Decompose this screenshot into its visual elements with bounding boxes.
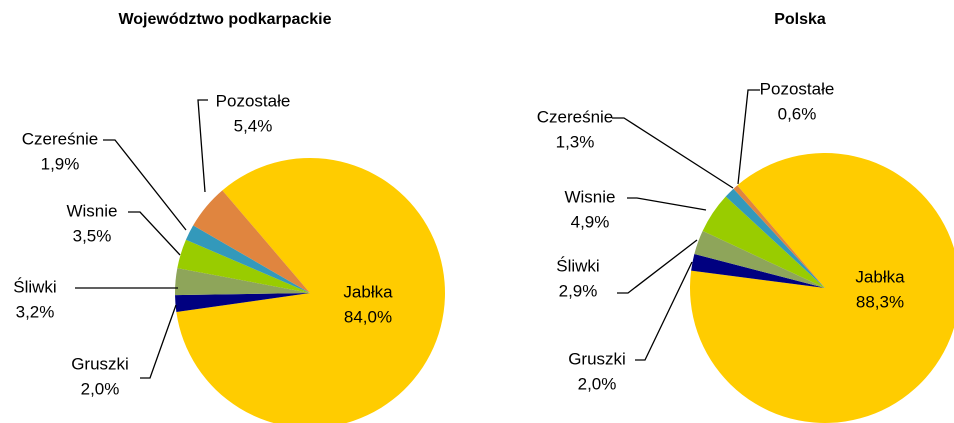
leader-line [612, 117, 734, 189]
leader-line [635, 261, 693, 361]
pie-slice [185, 225, 310, 293]
slice-value: 3,2% [16, 302, 55, 321]
leader-line [627, 197, 707, 211]
slice-label: Jabłka [855, 267, 905, 286]
slice-value: 2,0% [578, 374, 617, 393]
slice-value: 0,6% [778, 104, 817, 123]
slice-value: 1,9% [41, 154, 80, 173]
pie-slice [733, 185, 825, 288]
pie-slice [694, 230, 825, 288]
slice-label: Jabłka [343, 282, 393, 301]
slice-value: 4,9% [571, 212, 610, 231]
slice-label: Czereśnie [22, 129, 99, 148]
slice-value: 2,0% [81, 379, 120, 398]
pie-slice [691, 254, 825, 288]
slice-label: Śliwki [556, 256, 599, 275]
slice-label: Czereśnie [537, 107, 614, 126]
pie-slice [193, 190, 310, 293]
slice-label: Gruszki [71, 354, 129, 373]
pie-slice [175, 293, 310, 313]
slice-label: Pozostałe [760, 79, 835, 98]
pie-slice [177, 239, 310, 293]
leader-line [128, 211, 181, 256]
slice-label: Gruszki [568, 349, 626, 368]
slice-label: Wisnie [66, 201, 117, 220]
slice-value: 88,3% [856, 292, 904, 311]
slice-value: 3,5% [73, 226, 112, 245]
slice-value: 5,4% [234, 116, 273, 135]
slice-label: Śliwki [13, 277, 56, 296]
slice-value: 1,3% [556, 132, 595, 151]
pie-slice [690, 153, 954, 423]
pie-slice [176, 158, 445, 423]
leader-line [197, 99, 208, 193]
leader-line [140, 304, 177, 379]
pie-slice [725, 188, 825, 288]
slice-value: 2,9% [559, 281, 598, 300]
pie-slice [702, 196, 825, 288]
leader-line [737, 89, 760, 185]
leader-line [617, 239, 698, 294]
pie-slice [174, 268, 310, 296]
slice-value: 84,0% [344, 307, 392, 326]
leader-line [103, 139, 187, 231]
slice-label: Pozostałe [216, 91, 291, 110]
slice-label: Wisnie [564, 187, 615, 206]
chart-title: Województwo podkarpackie [118, 11, 331, 28]
chart-title: Polska [774, 11, 826, 28]
